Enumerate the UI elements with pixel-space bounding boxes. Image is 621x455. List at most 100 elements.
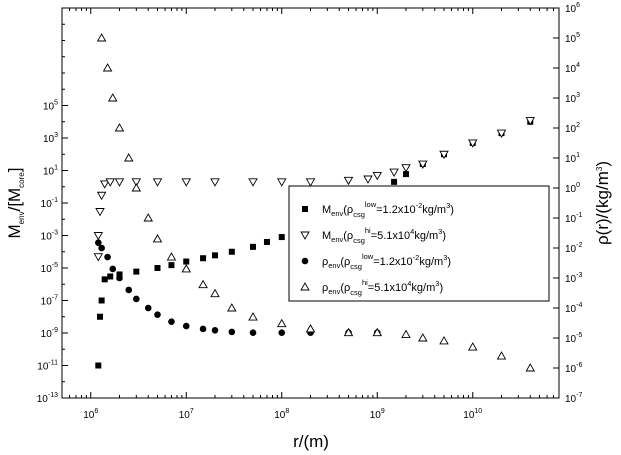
legend-marker [300, 282, 310, 291]
data-point [525, 363, 536, 372]
data-point [439, 150, 449, 160]
data-point [114, 123, 125, 132]
right-tick-label: 104 [565, 62, 580, 75]
data-point [401, 164, 411, 173]
x-tick-label: 106 [83, 408, 98, 421]
data-point [168, 262, 175, 269]
data-point [109, 265, 117, 273]
left-tick-label: 10-7 [41, 295, 58, 308]
data-point [210, 178, 220, 187]
data-point [467, 139, 478, 148]
legend-label: Menv(ρcsghi=5.1x104kg/m3) [322, 226, 446, 245]
right-tick-label: 10-1 [565, 212, 582, 225]
data-point [96, 33, 107, 42]
data-point [228, 248, 235, 255]
data-point [211, 252, 218, 259]
data-point [183, 258, 190, 265]
data-point [168, 318, 175, 325]
data-point [418, 160, 428, 169]
left-tick-label: 10-1 [41, 197, 58, 210]
right-tick-label: 10-3 [565, 272, 582, 285]
legend: Menv(ρcsglow=1.2x10-2kg/m3) Menv(ρcsghi=5… [288, 185, 550, 302]
legend-label: ρenv(ρcsglow=1.2x10-2kg/m3) [322, 252, 451, 271]
data-point [125, 286, 133, 294]
right-tick-label: 103 [565, 92, 580, 105]
data-point [278, 329, 286, 337]
data-point [372, 327, 383, 337]
x-tick-label: 108 [274, 408, 289, 421]
data-point [102, 63, 113, 72]
data-point [276, 178, 287, 187]
data-point [343, 176, 354, 186]
data-point [276, 318, 287, 328]
data-point [154, 311, 161, 318]
x-axis-title: r/(m) [293, 432, 329, 451]
data-point [199, 325, 207, 333]
data-point [250, 243, 257, 250]
right-tick-label: 10-5 [565, 332, 582, 345]
data-point [248, 178, 258, 187]
left-tick-label: 103 [43, 132, 58, 145]
data-point [305, 178, 316, 187]
data-point [114, 178, 125, 187]
legend-marker [301, 257, 309, 265]
left-tick-label: 10-3 [41, 230, 58, 243]
data-point [418, 333, 428, 342]
data-point [144, 304, 152, 312]
left-tick-label: 10-5 [41, 262, 58, 275]
legend-label: ρenv(ρcsghi=5.1x104kg/m3) [322, 278, 443, 297]
data-point [496, 351, 507, 360]
data-point [95, 362, 102, 369]
data-point [401, 329, 411, 339]
data-point [227, 303, 237, 312]
data-point [363, 175, 373, 184]
right-tick-label: 105 [565, 32, 580, 45]
data-point [98, 297, 105, 304]
x-tick-label: 1010 [463, 408, 482, 421]
data-point [107, 93, 118, 102]
data-point [116, 274, 123, 282]
series-4 [96, 33, 536, 372]
data-point [263, 238, 270, 245]
data-point [116, 271, 123, 278]
data-point [143, 213, 154, 222]
data-point [198, 279, 208, 289]
data-point [105, 178, 116, 187]
data-point [96, 191, 107, 201]
data-point [123, 153, 134, 162]
legend-entries: Menv(ρcsglow=1.2x10-2kg/m3) Menv(ρcsghi=5… [300, 200, 454, 297]
right-tick-label: 102 [565, 122, 580, 135]
data-point [133, 295, 140, 303]
data-point [467, 342, 478, 351]
left-tick-label: 105 [43, 100, 58, 113]
data-point [200, 255, 207, 262]
data-point [249, 329, 257, 337]
data-point [133, 268, 140, 275]
right-tick-label: 10-7 [565, 392, 582, 405]
data-point [210, 288, 220, 298]
data-point [228, 328, 236, 336]
data-point [131, 183, 142, 192]
x-tick-label: 107 [179, 408, 194, 421]
data-point [104, 253, 111, 261]
left-axis-title: Menv/[Mcore] [5, 168, 26, 239]
left-tick-label: 101 [43, 165, 58, 178]
data-point [107, 273, 114, 280]
left-tick-label: 10-11 [37, 360, 58, 373]
right-tick-label: 10-6 [565, 362, 582, 375]
data-point [152, 234, 163, 243]
data-point [391, 178, 398, 185]
data-point [95, 208, 105, 217]
left-tick-label: 10-9 [41, 327, 58, 340]
series-2 [93, 117, 536, 262]
data-point [211, 327, 219, 334]
data-point [496, 129, 507, 139]
data-point [343, 327, 354, 337]
legend-marker [302, 206, 308, 212]
data-point [248, 312, 258, 321]
left-tick-label: 10-13 [37, 392, 58, 405]
data-point [389, 168, 399, 177]
data-point [372, 171, 383, 181]
data-point [439, 336, 449, 345]
